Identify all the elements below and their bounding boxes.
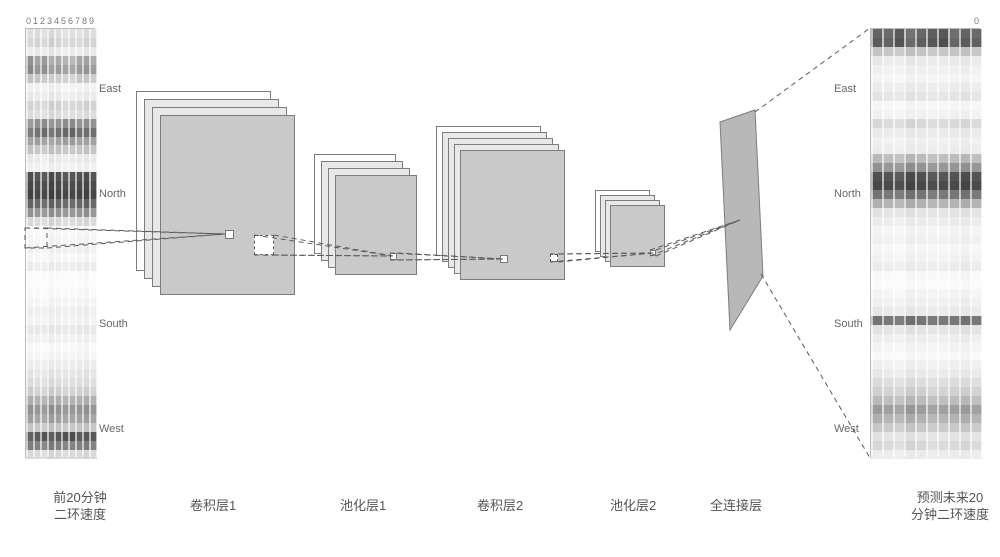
output-heatmap-region-label: East [834, 83, 856, 95]
conv1-caption: 卷积层1 [190, 498, 236, 515]
input-heatmap-tick: 1 [32, 16, 39, 26]
input-heatmap-region-label: North [99, 188, 126, 200]
input-heatmap-tick: 0 [25, 16, 32, 26]
pool2-caption: 池化层2 [610, 498, 656, 515]
pool2-marker [650, 250, 656, 256]
fc-layer [720, 110, 763, 330]
conv1-plane [160, 115, 295, 295]
pool1-marker [390, 253, 397, 260]
output-heatmap [870, 28, 980, 458]
input-heatmap-region-label: South [99, 318, 128, 330]
conv2-marker [500, 255, 508, 263]
dashed-connector [656, 220, 740, 256]
input-heatmap-tick: 5 [60, 16, 67, 26]
conv2-caption: 卷积层2 [477, 498, 523, 515]
input-heatmap-tick: 2 [39, 16, 46, 26]
dashed-connector [755, 28, 870, 112]
input-heatmap-tick: 6 [67, 16, 74, 26]
pool1-plane [335, 175, 417, 275]
conv2-patch [550, 254, 558, 262]
input-heatmap-tick: 8 [81, 16, 88, 26]
fc-caption: 全连接层 [710, 498, 762, 515]
conv1-patch [254, 235, 274, 255]
input-heatmap-region-label: West [99, 423, 124, 435]
output-heatmap-caption: 预测未来20 分钟二环速度 [880, 490, 1000, 524]
pool2-plane [610, 205, 665, 267]
conv1-marker [225, 230, 234, 239]
output-heatmap-region-label: North [834, 188, 861, 200]
input-heatmap-tick: 3 [46, 16, 53, 26]
input-heatmap [25, 28, 95, 458]
input-heatmap-tick: 9 [88, 16, 95, 26]
input-heatmap-tick: 4 [53, 16, 60, 26]
input-heatmap-caption: 前20分钟 二环速度 [30, 490, 130, 524]
dashed-connector [656, 220, 740, 250]
input-heatmap-region-label: East [99, 83, 121, 95]
input-heatmap-tick: 7 [74, 16, 81, 26]
output-heatmap-region-label: West [834, 423, 859, 435]
output-heatmap-region-label: South [834, 318, 863, 330]
pool1-caption: 池化层1 [340, 498, 386, 515]
output-heatmap-tick: 0 [974, 16, 979, 26]
